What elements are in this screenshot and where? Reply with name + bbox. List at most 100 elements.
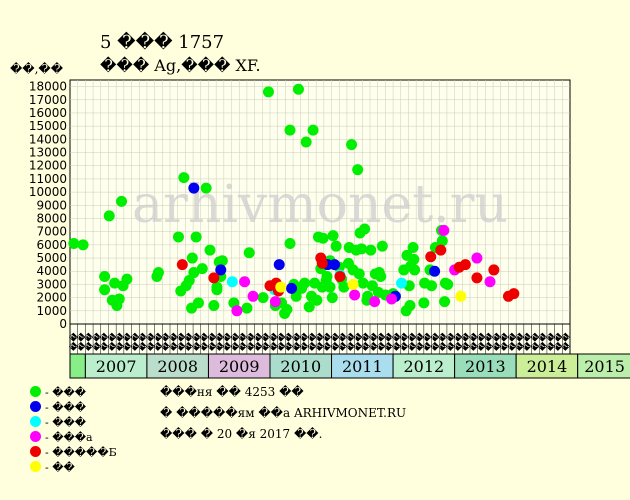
data-point [257, 292, 269, 304]
data-point [471, 272, 483, 284]
legend-item: - �����Б [30, 446, 117, 460]
period-label: �� [329, 332, 341, 351]
period-label: �� [414, 332, 426, 351]
data-point [186, 252, 198, 264]
legend-item: - ��� [30, 416, 86, 430]
period-label: �� [406, 332, 418, 351]
period-label: �� [191, 332, 203, 351]
period-label: �� [391, 332, 403, 351]
year-band [577, 353, 630, 379]
period-label: �� [352, 332, 364, 351]
period-label: �� [229, 332, 241, 351]
year-band [269, 353, 333, 379]
data-point [426, 280, 438, 292]
legend-label: - �����Б [45, 446, 117, 459]
year-label: 2009 [219, 357, 260, 376]
info-line-3: ��� � 20 �я 2017 ��. [160, 427, 323, 441]
data-point [208, 300, 220, 312]
data-point [116, 195, 128, 207]
data-point [176, 259, 188, 271]
period-label: �� [122, 332, 134, 351]
legend-label: - �� [45, 461, 75, 474]
period-label: �� [499, 332, 511, 351]
data-point [329, 259, 341, 271]
data-point [404, 300, 416, 312]
data-point [326, 292, 338, 304]
period-label: �� [291, 332, 303, 351]
period-label: �� [399, 332, 411, 351]
data-point [484, 276, 496, 288]
period-label: �� [283, 332, 295, 351]
period-label: �� [206, 332, 218, 351]
period-label: �� [522, 332, 534, 351]
y-tick-label: 4000 [36, 264, 67, 278]
period-label: �� [322, 332, 334, 351]
period-label: �� [68, 332, 80, 351]
legend-label: - ��� [45, 386, 87, 399]
data-point [359, 223, 371, 235]
data-point [188, 182, 200, 194]
period-label: �� [552, 332, 564, 351]
period-label: �� [376, 332, 388, 351]
watermark: arhivmonet.ru [132, 175, 508, 235]
data-point [429, 265, 441, 277]
legend-marker [30, 461, 41, 472]
data-point [113, 293, 125, 305]
data-point [321, 271, 333, 283]
data-point [109, 277, 121, 289]
data-point [211, 281, 223, 293]
data-point [396, 277, 408, 289]
y-tick-label: 3000 [36, 277, 67, 291]
data-point [436, 235, 448, 247]
y-tick-label: 1000 [36, 304, 67, 318]
data-point [152, 267, 164, 279]
period-label: �� [129, 332, 141, 351]
data-point [99, 284, 111, 296]
year-label: 2007 [96, 357, 137, 376]
period-label: �� [537, 332, 549, 351]
year-band [392, 353, 456, 379]
period-label: �� [145, 332, 157, 351]
period-label: �� [314, 332, 326, 351]
data-point [327, 230, 339, 242]
data-point [215, 264, 227, 276]
legend-marker [30, 386, 41, 397]
data-point [204, 244, 216, 256]
year-label: 2012 [403, 357, 444, 376]
period-label: �� [152, 332, 164, 351]
year-band [515, 353, 579, 379]
data-point [269, 296, 281, 308]
data-point [190, 231, 202, 243]
data-point [352, 164, 364, 176]
period-label: �� [306, 332, 318, 351]
year-band [69, 353, 86, 379]
y-tick-label: 10000 [29, 185, 67, 199]
data-point [357, 277, 369, 289]
data-point [284, 124, 296, 136]
data-point [247, 290, 259, 302]
data-point [303, 301, 315, 313]
data-point [455, 290, 467, 302]
data-point [407, 242, 419, 254]
year-label: 2015 [584, 357, 625, 376]
y-tick-label: 17000 [29, 93, 67, 107]
data-point [307, 124, 319, 136]
data-point [442, 278, 454, 290]
period-label: �� [360, 332, 372, 351]
year-band [146, 353, 209, 379]
data-point [241, 302, 253, 314]
data-point [299, 277, 311, 289]
page-title: 5 ��� 1757 [100, 32, 225, 53]
period-label: �� [199, 332, 211, 351]
data-point [284, 238, 296, 250]
data-point [178, 172, 190, 184]
data-point [99, 271, 111, 283]
data-point [508, 288, 520, 300]
period-label: �� [276, 332, 288, 351]
data-point [275, 281, 287, 293]
legend-label: - ���a [45, 431, 93, 444]
y-tick-label: 7000 [36, 225, 67, 239]
period-label: �� [83, 332, 95, 351]
data-point [425, 251, 437, 263]
period-label: �� [368, 332, 380, 351]
